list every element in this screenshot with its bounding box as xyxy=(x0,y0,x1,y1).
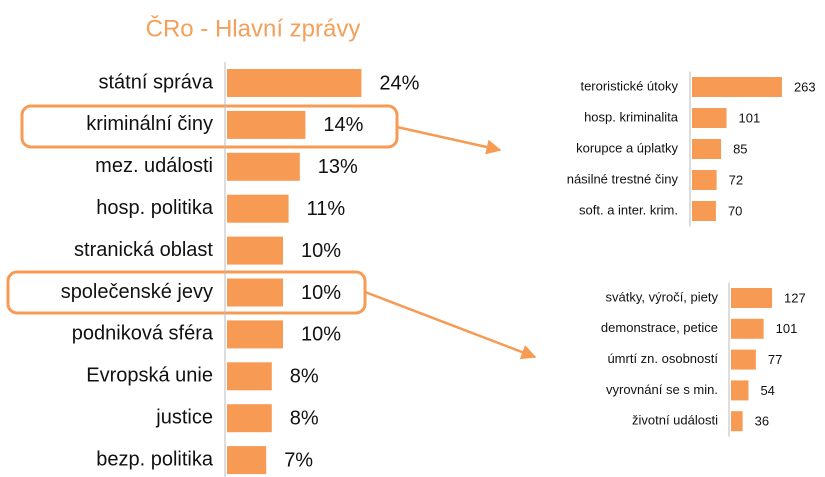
value-label: 10% xyxy=(301,240,341,262)
bar xyxy=(692,201,716,221)
category-label: demonstrace, petice xyxy=(601,320,718,335)
bar xyxy=(227,362,272,391)
category-label: korupce a úplatky xyxy=(576,140,678,155)
bar xyxy=(692,108,727,128)
bar xyxy=(692,139,722,159)
category-label: bezp. politika xyxy=(96,448,214,470)
value-label: 77 xyxy=(768,352,782,367)
category-label: životní události xyxy=(632,413,718,428)
value-label: 10% xyxy=(301,324,341,346)
chart-title: ČRo - Hlavní zprávy xyxy=(146,14,361,42)
value-label: 10% xyxy=(301,282,341,304)
bar xyxy=(731,411,743,432)
bar xyxy=(227,69,362,97)
category-label: násilné trestné činy xyxy=(567,171,679,186)
category-label: svátky, výročí, piety xyxy=(606,289,719,304)
value-label: 101 xyxy=(739,110,761,125)
value-label: 14% xyxy=(323,114,363,136)
bar xyxy=(227,110,306,139)
category-label: Evropská unie xyxy=(86,365,213,387)
bar xyxy=(731,318,764,339)
value-label: 72 xyxy=(729,172,743,187)
category-label: hosp. kriminalita xyxy=(584,109,679,124)
category-label: justice xyxy=(155,406,213,428)
category-label: kriminální činy xyxy=(86,113,213,135)
value-label: 8% xyxy=(290,407,319,429)
category-label: státní správa xyxy=(98,71,213,93)
category-label: úmrtí zn. osobností xyxy=(607,351,718,366)
bar xyxy=(692,77,782,97)
value-label: 127 xyxy=(784,290,806,305)
value-label: 24% xyxy=(379,72,419,94)
bar xyxy=(227,278,283,307)
arrow xyxy=(364,290,537,360)
bar xyxy=(731,288,773,308)
category-label: vyrovnání se s min. xyxy=(606,382,718,397)
value-label: 7% xyxy=(284,449,313,471)
value-label: 36 xyxy=(755,414,769,429)
value-label: 85 xyxy=(733,141,747,156)
category-label: podniková sféra xyxy=(72,323,214,345)
bar xyxy=(227,194,289,223)
bar xyxy=(227,320,283,349)
bar xyxy=(227,404,272,433)
bar xyxy=(731,349,756,370)
category-label: stranická oblast xyxy=(74,239,213,261)
category-label: teroristické útoky xyxy=(580,78,678,93)
value-label: 54 xyxy=(760,383,774,398)
category-label: společenské jevy xyxy=(61,281,213,303)
value-label: 8% xyxy=(290,366,319,388)
bar xyxy=(692,170,717,190)
arrow xyxy=(396,125,502,155)
bar xyxy=(227,446,267,475)
bar xyxy=(227,152,300,181)
value-label: 101 xyxy=(776,321,798,336)
value-label: 70 xyxy=(728,203,742,218)
bar xyxy=(731,380,749,401)
value-label: 11% xyxy=(307,198,346,220)
value-label: 13% xyxy=(318,156,358,178)
highlight-box xyxy=(20,104,399,149)
category-label: hosp. politika xyxy=(96,197,214,219)
category-label: soft. a inter. krim. xyxy=(579,202,678,217)
category-label: mez. události xyxy=(95,155,213,177)
value-label: 263 xyxy=(794,79,816,94)
bar xyxy=(227,236,283,265)
